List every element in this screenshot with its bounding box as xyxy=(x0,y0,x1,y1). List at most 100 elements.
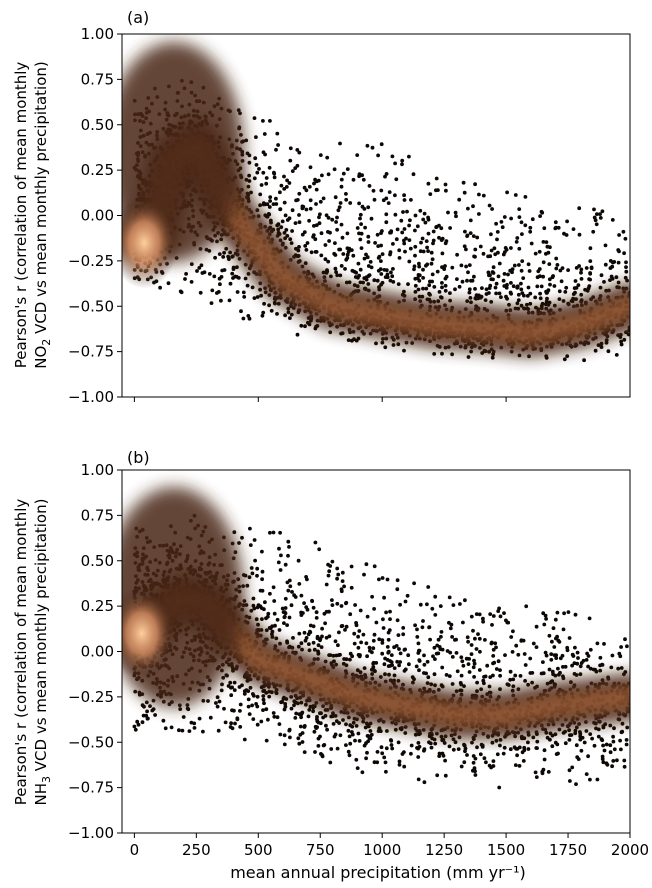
scatter-point xyxy=(325,727,329,732)
scatter-point xyxy=(213,255,218,260)
scatter-point xyxy=(521,276,526,280)
scatter-point xyxy=(586,286,591,291)
scatter-point xyxy=(519,287,524,292)
scatter-point xyxy=(391,242,395,246)
scatter-point xyxy=(523,195,528,199)
scatter-point xyxy=(365,143,370,148)
scatter-point xyxy=(218,282,222,287)
scatter-point xyxy=(599,341,604,346)
scatter-point xyxy=(241,316,246,321)
scatter-point xyxy=(473,773,478,777)
scatter-point xyxy=(280,219,285,224)
panel-a: (a) 1.000.750.500.250.00−0.25−0.50−0.75−… xyxy=(12,8,631,406)
scatter-point xyxy=(330,603,335,607)
scatter-point xyxy=(282,621,286,625)
scatter-point xyxy=(495,752,500,757)
scatter-point xyxy=(434,651,439,656)
scatter-point xyxy=(534,645,539,649)
scatter-point xyxy=(522,652,527,656)
scatter-point xyxy=(498,614,503,619)
scatter-point xyxy=(611,739,616,744)
scatter-point xyxy=(303,261,308,266)
scatter-point xyxy=(275,131,280,136)
scatter-point xyxy=(599,345,604,349)
scatter-point xyxy=(362,572,366,577)
scatter-point xyxy=(512,263,517,268)
scatter-point xyxy=(274,147,278,152)
scatter-point xyxy=(426,585,431,589)
scatter-point xyxy=(346,749,351,754)
scatter-point xyxy=(516,292,521,297)
y-tick-label: −0.25 xyxy=(68,252,114,270)
scatter-point xyxy=(537,249,542,254)
scatter-point xyxy=(132,724,137,729)
scatter-point xyxy=(417,744,422,749)
scatter-point xyxy=(345,246,350,251)
scatter-point xyxy=(473,254,477,259)
scatter-point xyxy=(248,526,252,531)
scatter-point xyxy=(297,220,302,225)
scatter-point xyxy=(252,538,257,542)
scatter-point xyxy=(467,670,472,674)
scatter-point xyxy=(258,287,262,292)
scatter-point xyxy=(368,260,373,264)
scatter-point xyxy=(337,721,341,725)
scatter-point xyxy=(549,652,554,656)
scatter-point xyxy=(405,593,410,598)
scatter-point xyxy=(496,659,501,664)
scatter-point xyxy=(413,253,417,258)
scatter-point xyxy=(515,301,520,306)
scatter-point xyxy=(400,162,404,167)
scatter-point xyxy=(465,753,469,757)
scatter-point xyxy=(413,290,418,294)
scatter-point xyxy=(579,292,584,297)
scatter-point xyxy=(380,641,385,645)
scatter-point xyxy=(355,153,360,158)
scatter-point xyxy=(557,640,562,644)
scatter-point xyxy=(368,648,372,653)
scatter-point xyxy=(358,237,363,242)
scatter-point xyxy=(433,594,438,599)
scatter-point xyxy=(408,218,412,223)
scatter-point xyxy=(307,642,311,646)
scatter-point xyxy=(315,636,320,641)
scatter-point xyxy=(386,630,391,635)
scatter-point xyxy=(369,265,374,270)
scatter-point xyxy=(421,267,425,272)
scatter-point xyxy=(441,753,446,758)
scatter-point xyxy=(393,727,398,732)
scatter-point xyxy=(544,356,549,360)
y-tick-label: −0.50 xyxy=(68,297,114,315)
scatter-point xyxy=(487,763,492,768)
scatter-point xyxy=(490,740,495,745)
scatter-point xyxy=(302,750,307,754)
scatter-point xyxy=(338,201,343,205)
scatter-point xyxy=(478,752,483,757)
scatter-point xyxy=(521,759,526,763)
scatter-point xyxy=(372,632,377,637)
scatter-point xyxy=(216,290,221,294)
scatter-point xyxy=(473,636,477,641)
scatter-point xyxy=(384,172,389,176)
scatter-point xyxy=(465,635,470,640)
scatter-point xyxy=(321,196,326,201)
scatter-point xyxy=(261,310,266,315)
scatter-point xyxy=(402,669,407,673)
scatter-point xyxy=(351,253,356,258)
scatter-point xyxy=(425,602,429,607)
scatter-point xyxy=(385,272,390,277)
scatter-point xyxy=(328,760,333,765)
scatter-point xyxy=(465,278,469,283)
scatter-point xyxy=(575,661,580,666)
scatter-point xyxy=(501,278,506,283)
scatter-point xyxy=(384,610,388,615)
scatter-point xyxy=(305,577,309,582)
scatter-point xyxy=(302,724,307,728)
scatter-point xyxy=(300,740,305,744)
scatter-point xyxy=(299,715,303,720)
scatter-point xyxy=(458,602,462,606)
scatter-point xyxy=(265,214,270,219)
scatter-point xyxy=(535,284,540,289)
scatter-point xyxy=(517,215,522,220)
scatter-point xyxy=(561,299,566,303)
